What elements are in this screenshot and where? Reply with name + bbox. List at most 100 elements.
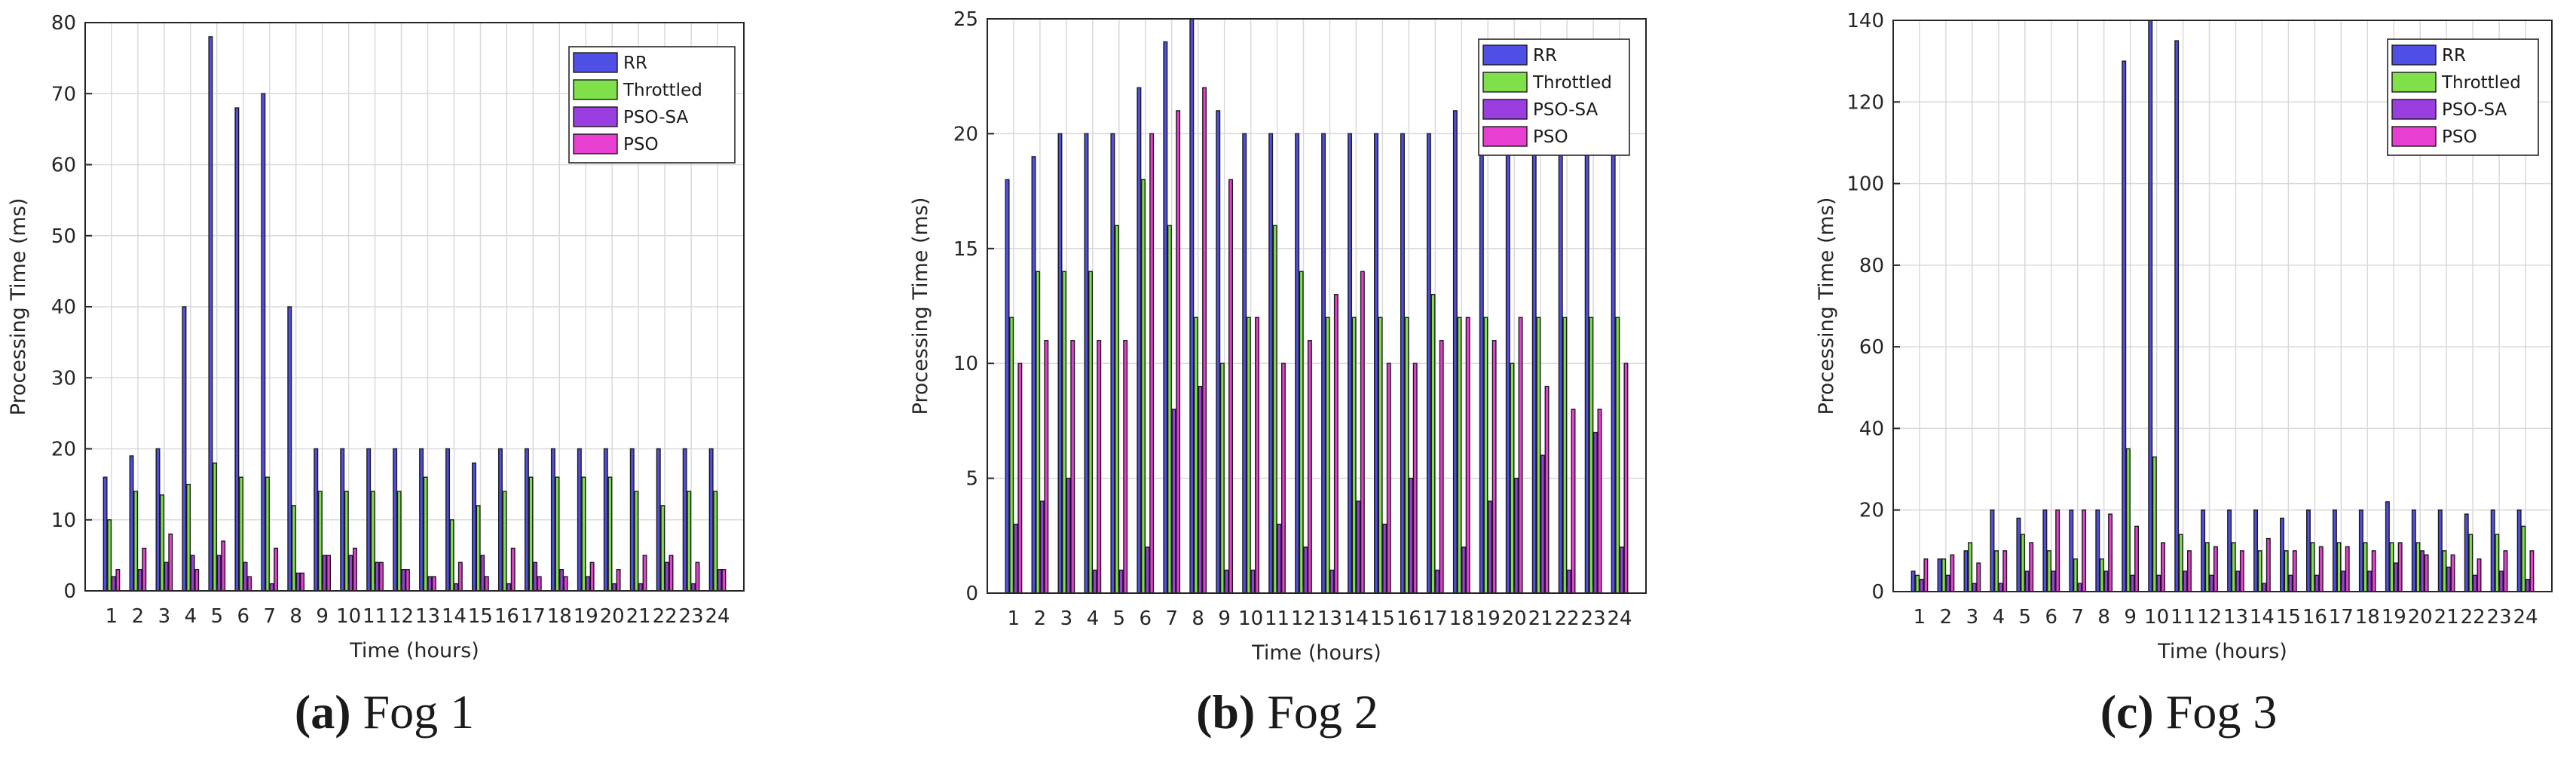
bar-pso-sa-16 [1409, 477, 1414, 594]
legend: RR Throttled PSO-SA PSO [2387, 38, 2539, 156]
x-tick-label: 20 [600, 605, 625, 628]
bar-pso-sa-15 [480, 555, 485, 592]
bar-rr-8 [287, 306, 292, 592]
y-tick-label: 20 [953, 123, 978, 145]
bar-pso-24 [1623, 363, 1629, 594]
bar-rr-3 [1057, 133, 1063, 594]
bar-pso-18 [563, 576, 568, 592]
bar-rr-21 [629, 448, 635, 592]
y-tick-label: 140 [1846, 10, 1884, 32]
caption-text: Fog 3 [2165, 685, 2278, 739]
legend-label-pso-sa: PSO-SA [2442, 100, 2507, 120]
bar-pso-12 [1307, 340, 1312, 594]
bar-pso-11 [2186, 550, 2192, 592]
bar-pso-5 [221, 540, 226, 592]
bar-throttled-2 [1036, 271, 1041, 594]
y-tick-label: 20 [1859, 500, 1884, 522]
x-tick-label: 17 [2329, 606, 2354, 629]
bar-throttled-11 [2178, 534, 2183, 592]
y-tick-label: 60 [51, 154, 76, 177]
bar-throttled-17 [1430, 294, 1436, 594]
x-tick-label: 20 [1502, 607, 1527, 630]
bar-throttled-3 [160, 494, 165, 592]
bar-pso-9 [326, 555, 332, 592]
bar-throttled-23 [1589, 317, 1594, 594]
bar-pso-sa-22 [1566, 569, 1571, 594]
bar-pso-sa-7 [2077, 583, 2082, 592]
x-tick-label: 3 [1060, 607, 1073, 630]
bar-pso-sa-5 [2024, 571, 2030, 592]
bar-throttled-24 [713, 491, 718, 592]
bar-rr-1 [102, 476, 108, 592]
y-axis-label: Processing Time (ms) [909, 197, 932, 415]
bar-pso-sa-10 [1250, 569, 1256, 594]
y-tick-label: 50 [51, 225, 76, 248]
bar-pso-9 [1228, 179, 1234, 594]
bar-pso-9 [2134, 525, 2140, 592]
x-tick-label: 11 [1265, 607, 1290, 630]
x-tick-label: 12 [2197, 606, 2222, 629]
x-tick-label: 4 [1087, 607, 1100, 630]
bar-pso-sa-11 [375, 561, 380, 592]
bar-rr-2 [1937, 558, 1942, 592]
y-tick-label: 100 [1846, 173, 1884, 196]
bar-pso-15 [2292, 550, 2297, 592]
bar-pso-sa-24 [2525, 579, 2530, 592]
x-tick-label: 6 [1139, 607, 1152, 630]
bar-pso-6 [2055, 509, 2060, 592]
bar-pso-sa-10 [2156, 574, 2161, 592]
bar-pso-sa-6 [2051, 571, 2056, 592]
bar-rr-20 [1505, 133, 1510, 594]
bar-throttled-14 [2257, 550, 2262, 592]
bar-throttled-10 [1246, 317, 1251, 594]
bar-throttled-24 [1615, 317, 1620, 594]
y-axis-label: Processing Time (ms) [1815, 197, 1838, 415]
legend-label-pso-sa: PSO-SA [1533, 100, 1599, 120]
bar-pso-sa-21 [2446, 566, 2451, 592]
bar-pso-sa-13 [2235, 571, 2241, 592]
x-tick-label: 14 [2250, 606, 2275, 629]
bar-throttled-6 [238, 476, 243, 592]
bar-pso-sa-12 [401, 569, 406, 592]
bar-pso-sa-3 [1066, 477, 1071, 594]
bar-rr-18 [550, 448, 555, 592]
legend-swatch-rr [573, 52, 618, 73]
bar-throttled-8 [291, 505, 296, 592]
bar-rr-11 [366, 448, 372, 592]
x-tick-label: 19 [2382, 606, 2406, 629]
x-tick-label: 16 [494, 605, 519, 628]
bar-rr-8 [1189, 18, 1195, 594]
bar-throttled-14 [1351, 317, 1357, 594]
bar-pso-24 [721, 569, 727, 592]
bar-rr-6 [234, 107, 240, 592]
x-tick-label: 2 [1940, 606, 1953, 629]
bar-pso-sa-13 [427, 576, 433, 592]
bar-pso-sa-15 [1382, 523, 1387, 594]
x-tick-label: 8 [289, 605, 302, 628]
bar-pso-20 [616, 569, 621, 592]
bar-pso-19 [589, 561, 595, 592]
bar-pso-sa-19 [586, 576, 591, 592]
bar-throttled-24 [2521, 525, 2526, 592]
bar-pso-8 [2108, 513, 2113, 592]
y-tick-label: 40 [1859, 418, 1884, 440]
x-tick-label: 21 [1528, 607, 1553, 630]
bar-pso-sa-23 [2498, 571, 2504, 592]
bar-throttled-18 [1457, 317, 1462, 594]
y-tick-label: 20 [51, 439, 76, 461]
bar-pso-sa-16 [2314, 574, 2320, 592]
bar-pso-2 [142, 547, 147, 592]
bar-pso-sa-7 [269, 583, 274, 592]
bar-pso-sa-1 [1013, 523, 1018, 594]
x-tick-label: 17 [521, 605, 546, 628]
y-tick-label: 10 [953, 353, 978, 375]
bar-pso-sa-18 [2367, 571, 2373, 592]
bar-pso-sa-22 [2472, 574, 2477, 592]
bar-rr-5 [208, 36, 213, 592]
bar-throttled-7 [265, 476, 270, 592]
x-tick-label: 16 [1397, 607, 1421, 630]
bar-throttled-17 [2336, 542, 2342, 592]
x-tick-label: 14 [442, 605, 467, 628]
x-tick-label: 7 [1165, 607, 1178, 630]
